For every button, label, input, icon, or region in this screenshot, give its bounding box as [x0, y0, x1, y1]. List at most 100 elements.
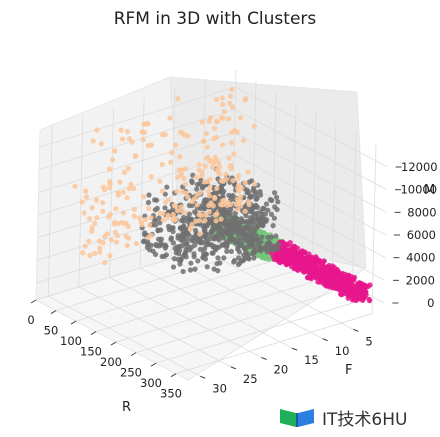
cluster-2-point — [246, 225, 252, 231]
x-tick-label: 150 — [80, 345, 102, 359]
cluster-3-point — [188, 225, 194, 231]
cluster-3-point — [124, 128, 130, 135]
cluster-3-point — [240, 137, 246, 144]
cluster-1-point — [314, 257, 320, 263]
cluster-1-point — [274, 252, 280, 258]
cluster-2-point — [245, 255, 251, 261]
cluster-2-point — [259, 234, 265, 240]
cluster-1-point — [346, 288, 353, 294]
cluster-2-point — [201, 228, 208, 234]
cluster-3-point — [89, 228, 95, 234]
cluster-2-point — [186, 202, 192, 209]
cluster-3-point — [107, 181, 113, 187]
cluster-3-point — [230, 104, 236, 110]
cluster-2-point — [259, 211, 265, 217]
cluster-3-point — [199, 169, 205, 175]
cluster-2-point — [164, 184, 170, 190]
cluster-2-point — [201, 250, 207, 256]
cluster-2-point — [257, 189, 263, 195]
cluster-2-point — [225, 240, 231, 246]
cluster-1-point — [340, 284, 346, 290]
cluster-3-point — [236, 188, 242, 194]
scatter-points — [72, 86, 373, 304]
cluster-2-point — [234, 230, 240, 237]
cluster-3-point — [205, 188, 211, 195]
cluster-2-point — [170, 228, 176, 235]
cluster-1-point — [278, 253, 284, 259]
cluster-1-point — [325, 267, 331, 273]
cluster-2-point — [158, 240, 164, 246]
cluster-1-point — [346, 273, 352, 279]
cluster-3-point — [79, 199, 85, 205]
cluster-3-point — [194, 202, 200, 208]
cluster-3-point — [224, 202, 230, 208]
cluster-2-point — [191, 254, 197, 260]
cluster-2-point — [258, 239, 264, 245]
cluster-3-point — [80, 250, 86, 256]
cluster-2-point — [170, 264, 177, 270]
cluster-2-point — [250, 224, 256, 230]
cluster-2-point — [244, 251, 250, 257]
cluster-3-point — [238, 115, 244, 121]
cluster-2-point — [231, 259, 237, 265]
cluster-3-point — [72, 183, 78, 189]
cluster-3-point — [126, 235, 132, 241]
watermark-text: IT技术6HU — [322, 409, 408, 430]
cluster-3-point — [120, 210, 126, 216]
cluster-3-point — [214, 185, 220, 191]
cluster-2-point — [204, 264, 210, 270]
cluster-3-point — [177, 154, 183, 160]
cluster-2-point — [268, 234, 274, 240]
z-tick-label: 4000 — [406, 251, 435, 265]
cluster-2-point — [155, 227, 161, 233]
cluster-2-point — [222, 209, 229, 215]
y-tick-mark — [322, 338, 328, 342]
cluster-3-point — [165, 212, 171, 218]
cluster-2-point — [140, 239, 147, 245]
cluster-2-point — [215, 255, 221, 261]
x-tick-mark — [170, 373, 177, 378]
cluster-1-point — [354, 291, 360, 297]
cluster-3-point — [118, 127, 124, 133]
cluster-2-point — [183, 254, 189, 260]
cluster-2-point — [248, 208, 254, 214]
cluster-3-point — [133, 241, 139, 247]
cluster-3-point — [131, 206, 137, 212]
cluster-2-point — [152, 251, 159, 257]
y-tick-label: 5 — [365, 334, 372, 348]
cluster-3-point — [221, 109, 227, 115]
cluster-3-point — [175, 96, 181, 102]
cluster-1-point — [350, 294, 356, 300]
cluster-1-point — [339, 291, 345, 298]
cluster-3-point — [246, 202, 252, 208]
cluster-2-point — [228, 207, 234, 213]
cluster-2-point — [211, 236, 217, 242]
axis-ticks: 0501001502002503003505101520253002000400… — [27, 160, 437, 401]
grid-line-f — [109, 107, 262, 358]
cluster-2-point — [188, 218, 194, 224]
cluster-2-point — [144, 244, 150, 250]
cluster-3-point — [120, 189, 126, 195]
cluster-3-point — [100, 208, 106, 214]
cluster-3-point — [196, 218, 202, 224]
cluster-2-point — [179, 217, 185, 224]
cluster-2-point — [166, 223, 172, 229]
cluster-3-point — [238, 203, 244, 209]
cluster-3-point — [238, 198, 244, 204]
cluster-3-point — [98, 141, 104, 147]
cluster-2-point — [199, 239, 205, 245]
cluster-3-point — [131, 185, 137, 192]
cluster-3-point — [193, 174, 199, 180]
cluster-3-point — [128, 181, 134, 187]
cluster-2-point — [218, 228, 224, 234]
cluster-3-point — [229, 129, 235, 135]
cluster-3-point — [238, 193, 244, 199]
cluster-3-point — [173, 142, 179, 148]
cluster-2-point — [198, 177, 204, 183]
cluster-3-point — [97, 249, 103, 255]
cluster-2-point — [262, 246, 268, 252]
cluster-2-point — [162, 253, 168, 259]
cluster-3-point — [242, 180, 248, 186]
cluster-3-point — [115, 233, 121, 239]
